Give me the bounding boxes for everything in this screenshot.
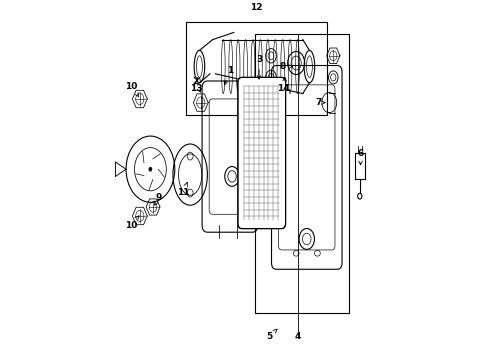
- Text: 4: 4: [294, 332, 300, 341]
- Text: 7: 7: [314, 98, 325, 107]
- Bar: [186, 22, 326, 115]
- Text: 12: 12: [250, 3, 262, 12]
- Text: 10: 10: [125, 216, 139, 230]
- Text: 10: 10: [125, 82, 139, 96]
- Ellipse shape: [148, 167, 152, 171]
- Text: 9: 9: [154, 193, 161, 205]
- Text: 13: 13: [190, 77, 202, 93]
- Text: 6: 6: [357, 149, 363, 165]
- Text: 1: 1: [224, 66, 233, 85]
- FancyBboxPatch shape: [237, 77, 285, 229]
- Text: 2: 2: [192, 77, 200, 92]
- Text: 3: 3: [255, 55, 262, 79]
- Text: 8: 8: [279, 62, 292, 71]
- Text: 14: 14: [277, 77, 289, 93]
- Text: 5: 5: [265, 329, 277, 341]
- Text: 11: 11: [176, 183, 189, 197]
- Bar: [255, 34, 348, 313]
